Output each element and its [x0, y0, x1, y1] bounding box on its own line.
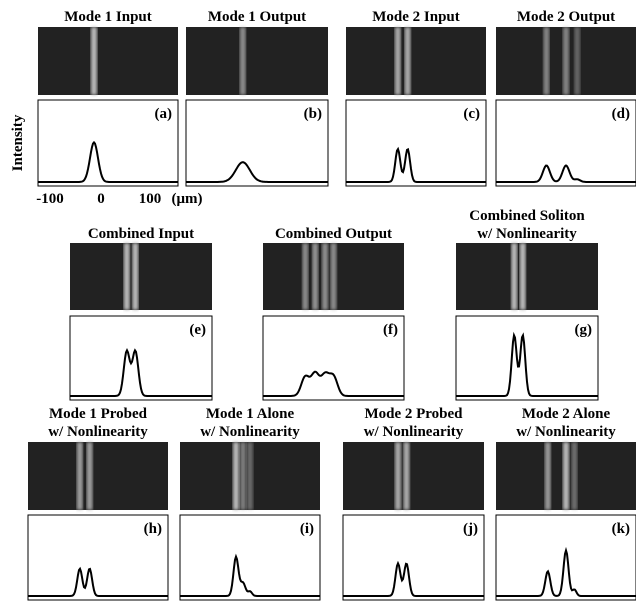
beam-image [70, 243, 212, 310]
plot-frame [495, 99, 636, 187]
panel-title: Combined Output [275, 226, 392, 242]
beam-stripe [240, 442, 246, 510]
panel-label: (i) [300, 521, 314, 537]
beam-image [346, 27, 486, 95]
panel-title: w/ Nonlinearity [48, 424, 148, 440]
beam-stripe [403, 442, 410, 510]
panel-title: Mode 1 Alone [206, 406, 295, 422]
panel-title: Mode 2 Output [517, 9, 615, 25]
beam-stripe [574, 27, 581, 95]
profile-curve [28, 566, 168, 597]
beam-stripe [544, 442, 551, 510]
beam-stripe [563, 442, 569, 510]
panel-label: (d) [612, 106, 630, 122]
profile-curve [496, 164, 636, 183]
panel-title: Mode 2 Alone [522, 406, 611, 422]
x-tick-label: -100 [36, 191, 64, 207]
panel-title: w/ Nonlinearity [364, 424, 464, 440]
panel-title: Combined Input [88, 226, 194, 242]
panel-title: Combined Soliton [469, 208, 585, 224]
profile-curve [346, 146, 486, 183]
panel-title: w/ Nonlinearity [516, 424, 616, 440]
plot-frame [27, 514, 169, 601]
profile-curve [343, 560, 484, 597]
beam-stripe [330, 243, 337, 310]
beam-image [28, 442, 168, 510]
panel-label: (j) [463, 521, 478, 537]
beam-stripe [519, 243, 526, 310]
beam-stripe [322, 243, 329, 310]
profile-curve [38, 140, 178, 183]
panel-title: w/ Nonlinearity [200, 424, 300, 440]
beam-stripe [247, 442, 253, 510]
beam-stripe [123, 243, 130, 310]
beam-stripe [86, 442, 93, 510]
plot-frame [495, 514, 636, 601]
panel-title: Mode 1 Input [64, 9, 152, 25]
x-tick-label: 0 [97, 191, 105, 207]
beam-stripe [394, 27, 401, 95]
panel-label: (e) [189, 322, 206, 338]
beam-stripe [511, 243, 518, 310]
y-axis-label: Intensity [10, 114, 26, 171]
beam-image [186, 27, 328, 95]
panel-title: Mode 1 Output [208, 9, 306, 25]
beam-stripe [91, 27, 97, 95]
panel-label: (g) [575, 322, 593, 338]
plot-frame [37, 99, 179, 187]
beam-stripe [394, 442, 401, 510]
beam-image [456, 243, 598, 310]
panel-label: (h) [144, 521, 162, 537]
beam-stripe [312, 243, 319, 310]
panel-title: Mode 2 Probed [364, 406, 463, 422]
beam-stripe [571, 442, 578, 510]
profile-curve [496, 546, 636, 597]
x-tick-label: (μm) [172, 191, 203, 207]
panel-label: (k) [612, 521, 630, 537]
plot-frame [185, 99, 329, 187]
plot-frame [345, 99, 487, 187]
panel-title: w/ Nonlinearity [477, 226, 577, 242]
beam-stripe [239, 27, 246, 95]
profile-curve [70, 347, 212, 397]
panel-label: (c) [463, 106, 480, 122]
beam-stripe [132, 243, 139, 310]
beam-stripe [404, 27, 411, 95]
plot-frame [342, 514, 485, 601]
panel-label: (b) [304, 106, 322, 122]
panel-label: (a) [155, 106, 173, 122]
panels: Mode 1 Input (a) Mode 1 Output (b) Mode 2 In… [27, 9, 636, 601]
profile-curve [180, 553, 320, 597]
profile-curve [186, 161, 328, 183]
beam-image [38, 27, 178, 95]
plot-frame [179, 514, 321, 601]
beam-image [343, 442, 484, 510]
profile-curve [456, 331, 598, 397]
beam-stripe [233, 442, 239, 510]
x-tick-label: 100 [139, 191, 162, 207]
beam-stripe [543, 27, 550, 95]
panel-title: Mode 2 Input [372, 9, 460, 25]
beam-stripe [76, 442, 83, 510]
plot-frame [262, 315, 405, 401]
profile-curve [263, 370, 404, 397]
panel-label: (f) [383, 322, 398, 338]
panel-title: Mode 1 Probed [49, 406, 148, 422]
beam-stripe [302, 243, 309, 310]
beam-stripe [563, 27, 569, 95]
